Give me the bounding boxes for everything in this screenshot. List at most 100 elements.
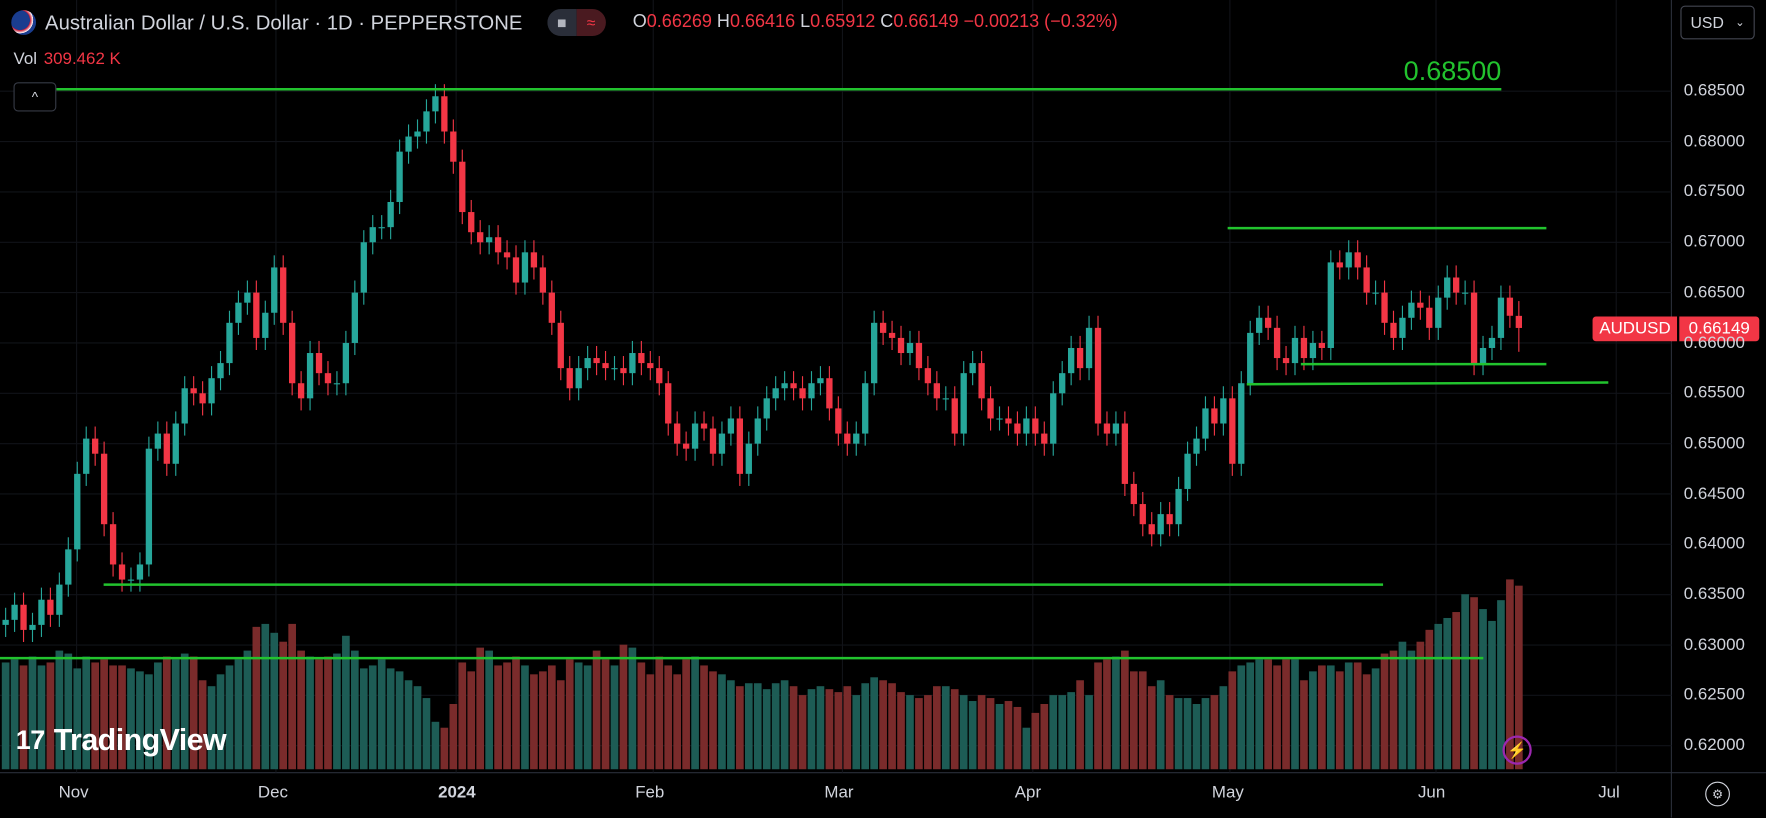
candle-body xyxy=(1112,423,1120,434)
candle-body xyxy=(342,342,350,384)
volume-bar xyxy=(1031,712,1040,770)
volume-bar xyxy=(664,665,673,770)
high-value: 0.66416 xyxy=(729,12,796,32)
volume-bar xyxy=(270,632,279,770)
candle-body xyxy=(862,383,869,434)
candle-body xyxy=(1435,297,1442,328)
volume-bar xyxy=(995,703,1004,770)
volume-bar xyxy=(395,671,404,770)
volume-bar xyxy=(243,650,252,770)
candle-body xyxy=(262,312,269,338)
candle-body xyxy=(136,564,144,580)
volume-bar xyxy=(154,662,162,770)
volume-bar xyxy=(1407,650,1416,770)
candle-body xyxy=(727,418,735,434)
volume-bar xyxy=(351,650,359,770)
volume-bar xyxy=(798,695,807,770)
volume-bar xyxy=(359,668,368,770)
candle-body xyxy=(879,322,887,333)
candle-body xyxy=(297,383,305,399)
candle-body xyxy=(1139,504,1146,525)
volume-bar xyxy=(64,653,73,770)
candle-body xyxy=(557,322,564,369)
candle-body xyxy=(65,549,72,585)
y-tick-label: 0.65500 xyxy=(1683,383,1745,403)
candle-body xyxy=(817,378,824,384)
candle-body xyxy=(1381,292,1388,323)
volume-bar xyxy=(1497,600,1505,770)
candle-body xyxy=(100,453,108,525)
aud-usd-flag-icon xyxy=(11,10,37,35)
candle-body xyxy=(127,579,135,581)
candle-body xyxy=(56,584,63,615)
candle-body xyxy=(745,443,752,474)
volume-bar xyxy=(780,680,789,770)
volume-bar xyxy=(512,656,520,770)
candle-body xyxy=(20,604,27,630)
candle-body xyxy=(154,433,162,449)
collapse-legend-button[interactable]: ^ xyxy=(13,82,57,112)
candle-body xyxy=(647,363,654,369)
candle-body xyxy=(1515,315,1522,328)
volume-bar xyxy=(753,683,762,770)
volume-bar xyxy=(1094,662,1102,770)
candle-body xyxy=(226,322,233,364)
volume-bar xyxy=(1389,650,1398,770)
settings-gear-icon[interactable]: ⚙ xyxy=(1705,781,1730,807)
volume-bar xyxy=(1228,671,1237,770)
candle-body xyxy=(530,252,538,268)
y-tick-label: 0.62500 xyxy=(1683,685,1745,705)
volume-bar xyxy=(279,641,288,770)
volume-bar xyxy=(333,653,341,770)
lightning-icon[interactable]: ⚡ xyxy=(1502,735,1532,765)
volume-bar xyxy=(91,662,100,770)
x-tick-label: Dec xyxy=(257,782,288,802)
candle-body xyxy=(1363,267,1370,293)
candle-body xyxy=(808,383,815,399)
volume-bar xyxy=(1210,695,1219,770)
volume-bar xyxy=(1165,695,1174,770)
volume-bar xyxy=(933,686,941,770)
volume-bar xyxy=(315,659,323,770)
y-tick-label: 0.68000 xyxy=(1683,131,1745,151)
candle-body xyxy=(432,96,439,112)
volume-bar xyxy=(440,727,449,770)
volume-bar xyxy=(709,671,717,770)
candle-body xyxy=(1247,332,1254,384)
currency-select[interactable]: USD ⌄ xyxy=(1680,5,1755,40)
volume-bar xyxy=(1112,656,1120,770)
candle-body xyxy=(1479,347,1487,364)
candle-body xyxy=(512,257,520,283)
candle-body xyxy=(1461,292,1469,294)
volume-bar xyxy=(145,674,153,770)
volume-bar xyxy=(915,698,923,770)
candle-body xyxy=(1327,262,1334,348)
status-pill[interactable]: ■ ≈ xyxy=(547,9,606,37)
candle-body xyxy=(1273,327,1281,359)
volume-bar xyxy=(109,665,117,770)
volume-bar xyxy=(1156,680,1165,770)
symbol-title[interactable]: Australian Dollar / U.S. Dollar · 1D · P… xyxy=(45,10,523,34)
volume-bar xyxy=(1461,594,1469,770)
tv-logo-icon: 17 xyxy=(15,724,46,756)
price-tag: AUDUSD 0.66149 xyxy=(1592,316,1759,342)
volume-bar xyxy=(682,659,690,770)
candle-body xyxy=(1282,358,1290,364)
y-tick-label: 0.66500 xyxy=(1683,282,1745,302)
candle-body xyxy=(1309,342,1317,359)
volume-bar xyxy=(1335,671,1344,770)
candle-body xyxy=(1220,398,1227,424)
volume-bar xyxy=(1192,703,1201,770)
candle-body xyxy=(450,131,457,162)
candle-body xyxy=(1184,453,1191,489)
volume-bar xyxy=(1452,612,1460,770)
candle-body xyxy=(1014,423,1021,434)
candle-body xyxy=(888,332,896,338)
candle-body xyxy=(74,473,81,550)
candle-body xyxy=(593,358,600,364)
candle-body xyxy=(1444,277,1451,298)
volume-bar xyxy=(404,680,413,770)
volume-bar xyxy=(1040,703,1049,770)
candle-body xyxy=(629,353,636,374)
